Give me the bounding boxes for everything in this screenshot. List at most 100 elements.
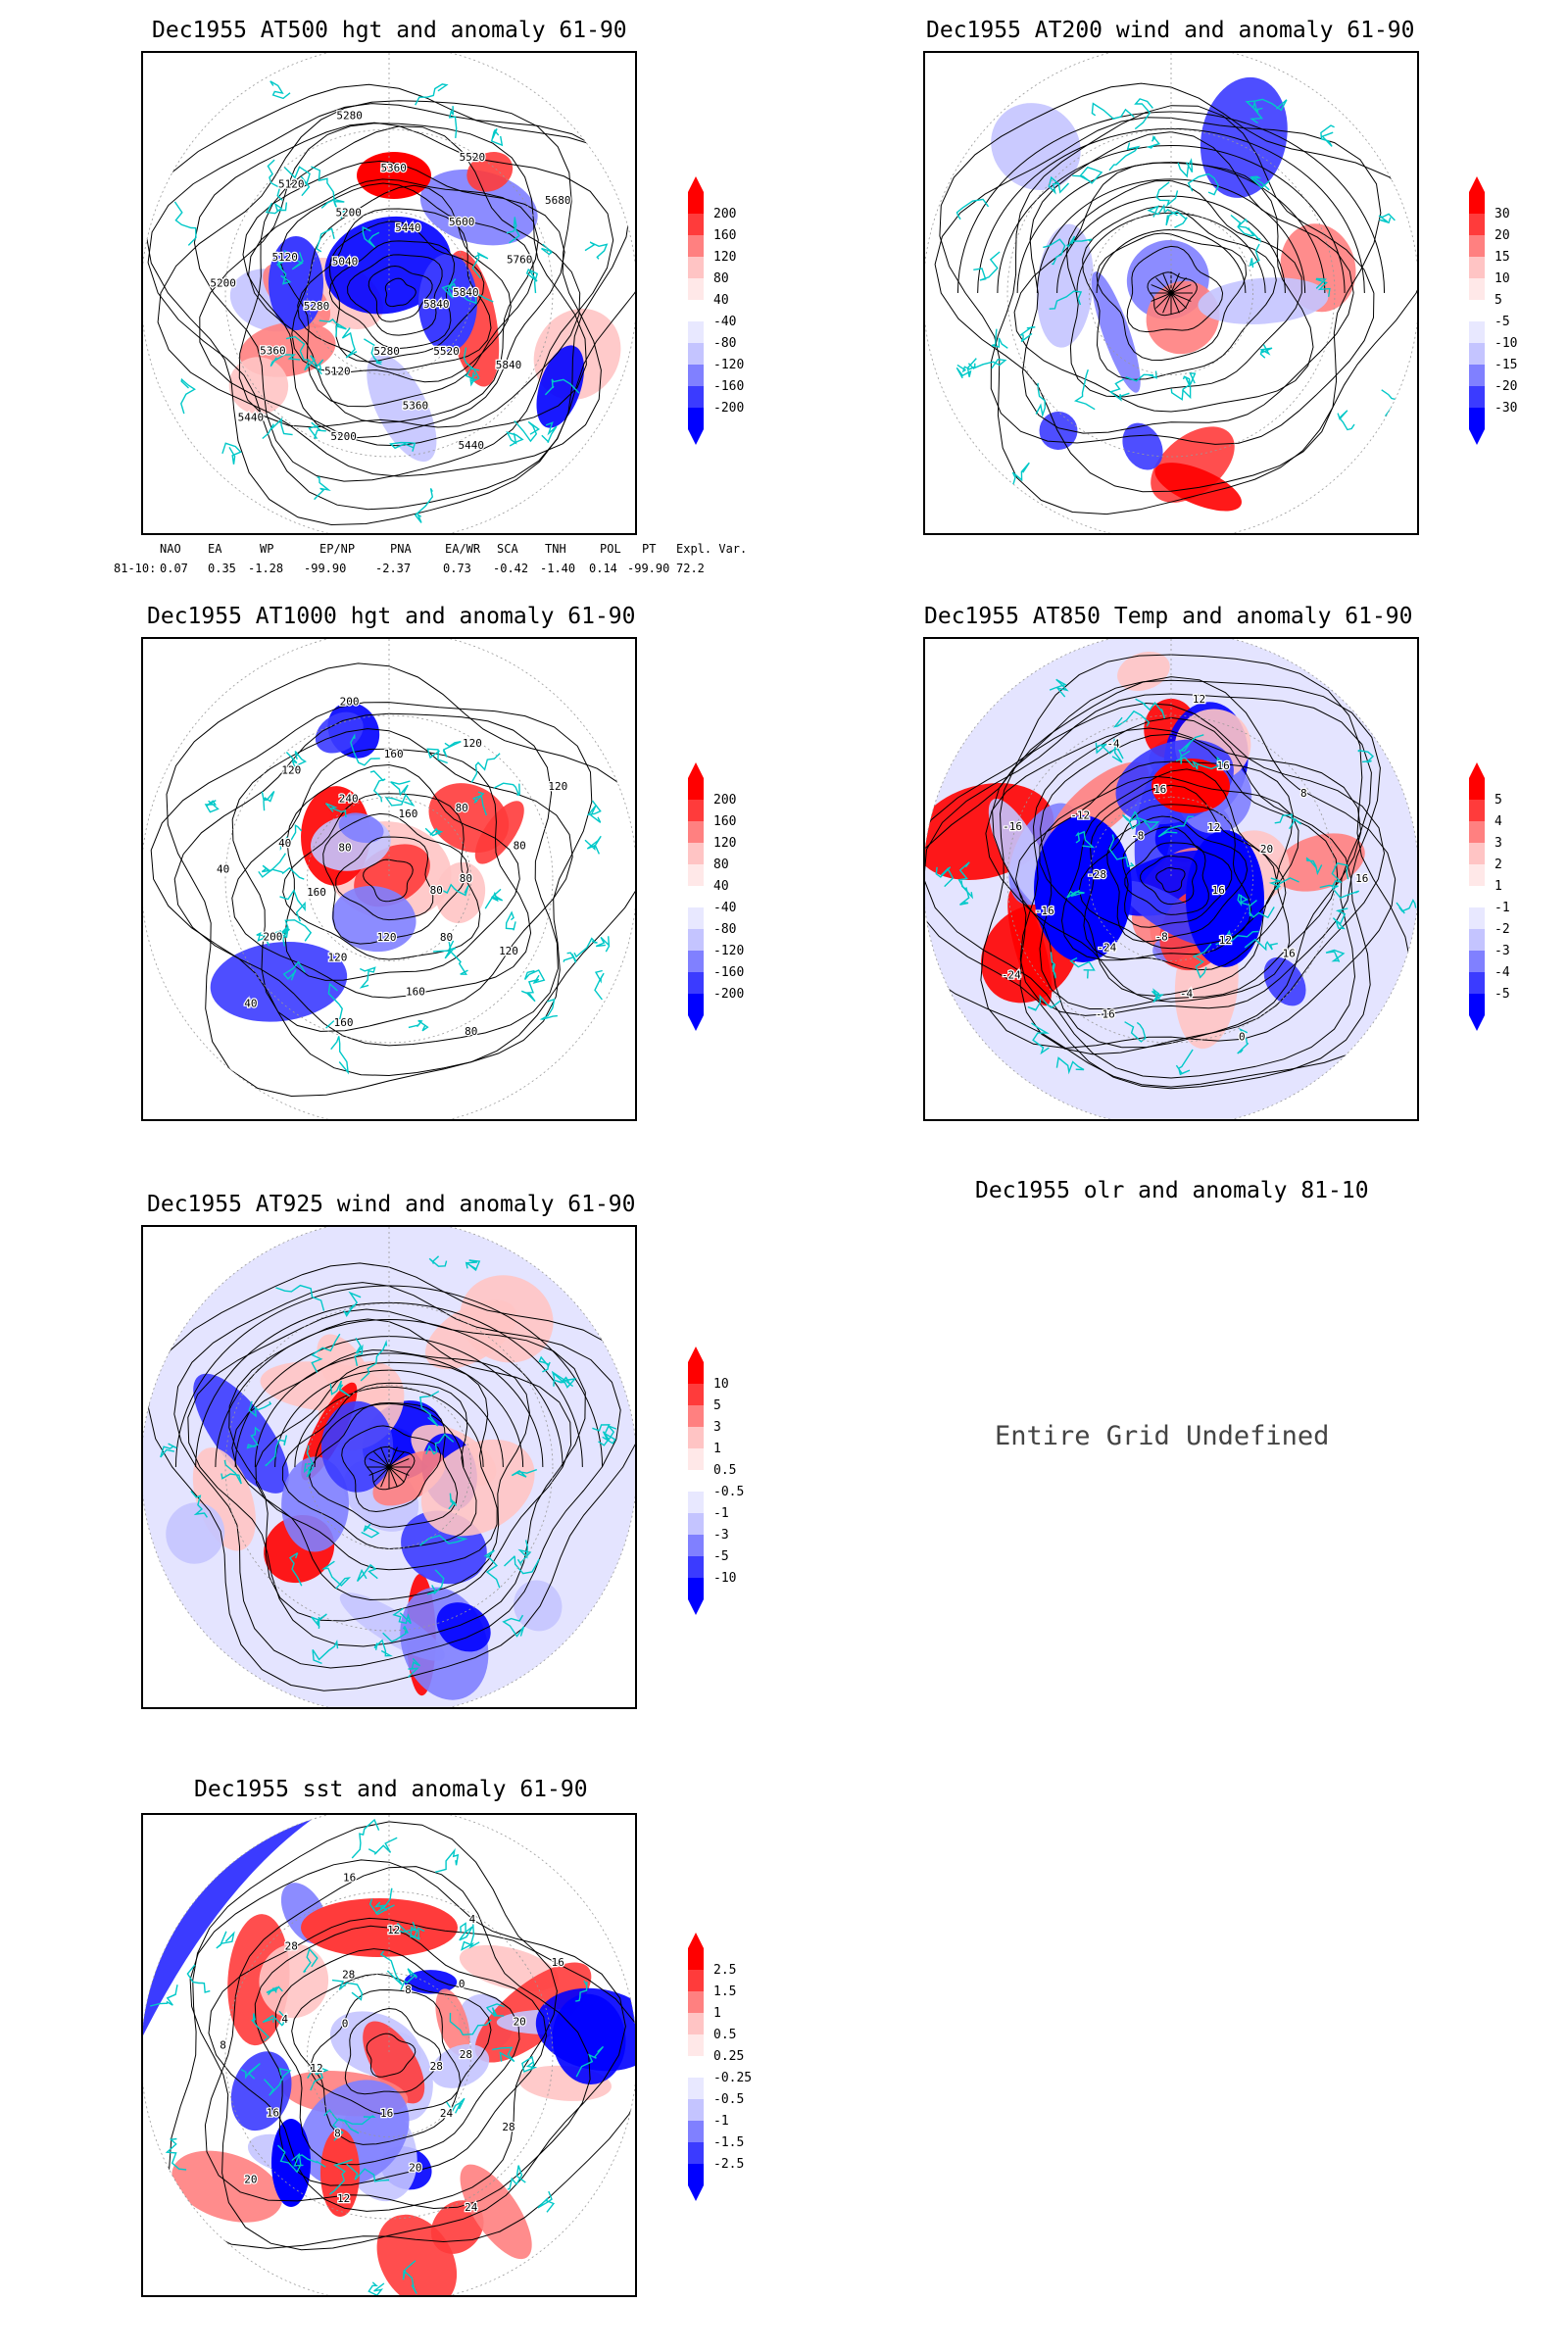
contour-label: 16 xyxy=(1283,948,1296,960)
contour-label: 80 xyxy=(430,884,443,897)
colorbar-tick-label: 0.5 xyxy=(713,2028,737,2042)
contour-label: 5120 xyxy=(278,177,305,190)
teleconnection-header: EP/NP xyxy=(319,542,356,556)
contour-label: 24 xyxy=(440,2107,454,2120)
contour-label: 120 xyxy=(327,952,347,964)
contour-label: -8 xyxy=(1154,931,1167,944)
contour-label: 24 xyxy=(465,2201,478,2214)
contour-label: 5360 xyxy=(380,162,407,174)
olr-undefined-message: Entire Grid Undefined xyxy=(995,1421,1330,1451)
colorbar-tick-label: 1 xyxy=(1494,879,1502,894)
teleconnection-value: 0.35 xyxy=(208,562,236,575)
contour-label: 5840 xyxy=(423,298,450,311)
contour-label: 80 xyxy=(460,872,472,885)
contour-label: 40 xyxy=(217,863,229,876)
colorbar-tick-label: -0.5 xyxy=(713,2092,745,2107)
colorbar-tick-label: -30 xyxy=(1494,401,1518,416)
p500-title: Dec1955 AT500 hgt and anomaly 61-90 xyxy=(152,18,627,43)
contour-label: 120 xyxy=(281,763,301,776)
contour-label: 16 xyxy=(343,1871,356,1884)
contour-label: 16 xyxy=(380,2107,393,2120)
contour-label: 80 xyxy=(514,840,526,853)
colorbar-tick-label: 160 xyxy=(713,814,737,829)
contour-label: 160 xyxy=(334,1016,354,1029)
teleconnection-header: Expl. Var. xyxy=(676,542,748,556)
colorbar-tick-label: -3 xyxy=(713,1528,729,1543)
psst-title: Dec1955 sst and anomaly 61-90 xyxy=(194,1777,588,1802)
contour-label: 5280 xyxy=(336,109,363,122)
contour-label: 5280 xyxy=(373,345,400,358)
psst-polar-plot: 28 28 24 24 20 16 12 8 20 16 12 8 4 0 28 28 16 12 8 4 0 16 20 2… xyxy=(143,1815,635,2295)
psst-map: 28 28 24 24 20 16 12 8 20 16 12 8 4 0 28 28 16 12 8 4 0 16 20 2… xyxy=(141,1813,637,2297)
teleconnection-value: -2.37 xyxy=(375,562,412,575)
contour-label: 12 xyxy=(310,2062,322,2075)
teleconnection-header: EA/WR xyxy=(445,542,481,556)
p500-colorbar: 200 160 120 80 40 -40 -80 -120 -160 -200 xyxy=(686,174,774,445)
p500-polar-plot: 5840584055205440536052805200512054405360… xyxy=(143,53,635,533)
colorbar-tick-label: -1 xyxy=(713,1506,729,1521)
colorbar-tick-label: -10 xyxy=(713,1571,737,1586)
teleconnection-value: -0.42 xyxy=(493,562,529,575)
colorbar-tick-label: 200 xyxy=(713,207,737,221)
contour-label: 12 xyxy=(337,2192,350,2205)
colorbar-tick-label: 160 xyxy=(713,228,737,243)
p200-colorbar: 30 20 15 10 5 -5 -10 -15 -20 -30 xyxy=(1467,174,1555,445)
contour-label: 8 xyxy=(334,2128,341,2140)
contour-label: 5360 xyxy=(403,399,429,412)
colorbar-tick-label: 2 xyxy=(1494,858,1502,872)
contour-label: 5440 xyxy=(395,221,421,234)
contour-label: -8 xyxy=(1131,829,1144,842)
contour-label: 120 xyxy=(463,737,482,750)
contour-label: -16 xyxy=(1096,1008,1115,1021)
colorbar-tick-label: 80 xyxy=(713,858,729,872)
p200-map xyxy=(923,51,1419,535)
p1000-colorbar: 200 160 120 80 40 -40 -80 -120 -160 -200 xyxy=(686,760,774,1031)
contour-label: 12 xyxy=(387,1924,400,1936)
contour-label: 80 xyxy=(456,802,468,814)
contour-label: -16 xyxy=(1003,820,1022,833)
colorbar-tick-label: -3 xyxy=(1494,944,1510,958)
colorbar-tick-label: 0.25 xyxy=(713,2049,745,2064)
colorbar-tick-label: 40 xyxy=(713,879,729,894)
colorbar-tick-label: 15 xyxy=(1494,250,1510,265)
contour-label: 4 xyxy=(281,2013,288,2026)
contour-label: 16 xyxy=(1355,872,1368,885)
contour-label: 5440 xyxy=(459,439,485,452)
p925-polar-plot xyxy=(143,1227,635,1707)
contour-label: 5840 xyxy=(453,286,479,299)
colorbar-tick-label: -5 xyxy=(1494,987,1510,1002)
contour-label: 28 xyxy=(460,2048,472,2061)
colorbar-tick-label: 2.5 xyxy=(713,1963,737,1978)
contour-label: 80 xyxy=(465,1025,477,1038)
colorbar-tick-label: 1 xyxy=(713,1442,721,1456)
colorbar-tick-label: 80 xyxy=(713,271,729,286)
contour-label: 160 xyxy=(406,985,425,998)
contour-label: 16 xyxy=(1212,884,1225,897)
contour-label: 28 xyxy=(502,2121,514,2133)
teleconnection-header: TNH xyxy=(545,542,566,556)
contour-label: 12 xyxy=(1193,693,1205,706)
colorbar-tick-label: -120 xyxy=(713,944,745,958)
p1000-polar-plot: 80 120 80 80 160 120 160 120 40 200 160 40 40 80 120 24… xyxy=(143,639,635,1119)
teleconnection-value: -1.28 xyxy=(248,562,284,575)
teleconnection-value: 0.14 xyxy=(589,562,617,575)
contour-label: 28 xyxy=(342,1969,355,1982)
teleconnection-row-label: 81-10: xyxy=(114,562,157,575)
colorbar-tick-label: -200 xyxy=(713,987,745,1002)
contour-label: 5520 xyxy=(433,345,460,358)
contour-label: 240 xyxy=(339,793,359,806)
teleconnection-value: -99.90 xyxy=(627,562,670,575)
colorbar-tick-label: -1 xyxy=(713,2114,729,2129)
contour-label: 120 xyxy=(548,780,567,793)
teleconnection-value: -99.90 xyxy=(304,562,347,575)
colorbar-tick-label: -0.5 xyxy=(713,1485,745,1499)
colorbar-tick-label: 120 xyxy=(713,836,737,851)
contour-label: -12 xyxy=(1070,809,1090,822)
contour-label: 5680 xyxy=(545,194,571,207)
contour-label: 0 xyxy=(1239,1031,1246,1044)
olr-title: Dec1955 olr and anomaly 81-10 xyxy=(975,1178,1369,1203)
colorbar-tick-label: -40 xyxy=(713,901,737,915)
contour-label: 40 xyxy=(278,837,291,850)
contour-label: 5360 xyxy=(260,345,286,358)
contour-label: 20 xyxy=(244,2174,257,2186)
